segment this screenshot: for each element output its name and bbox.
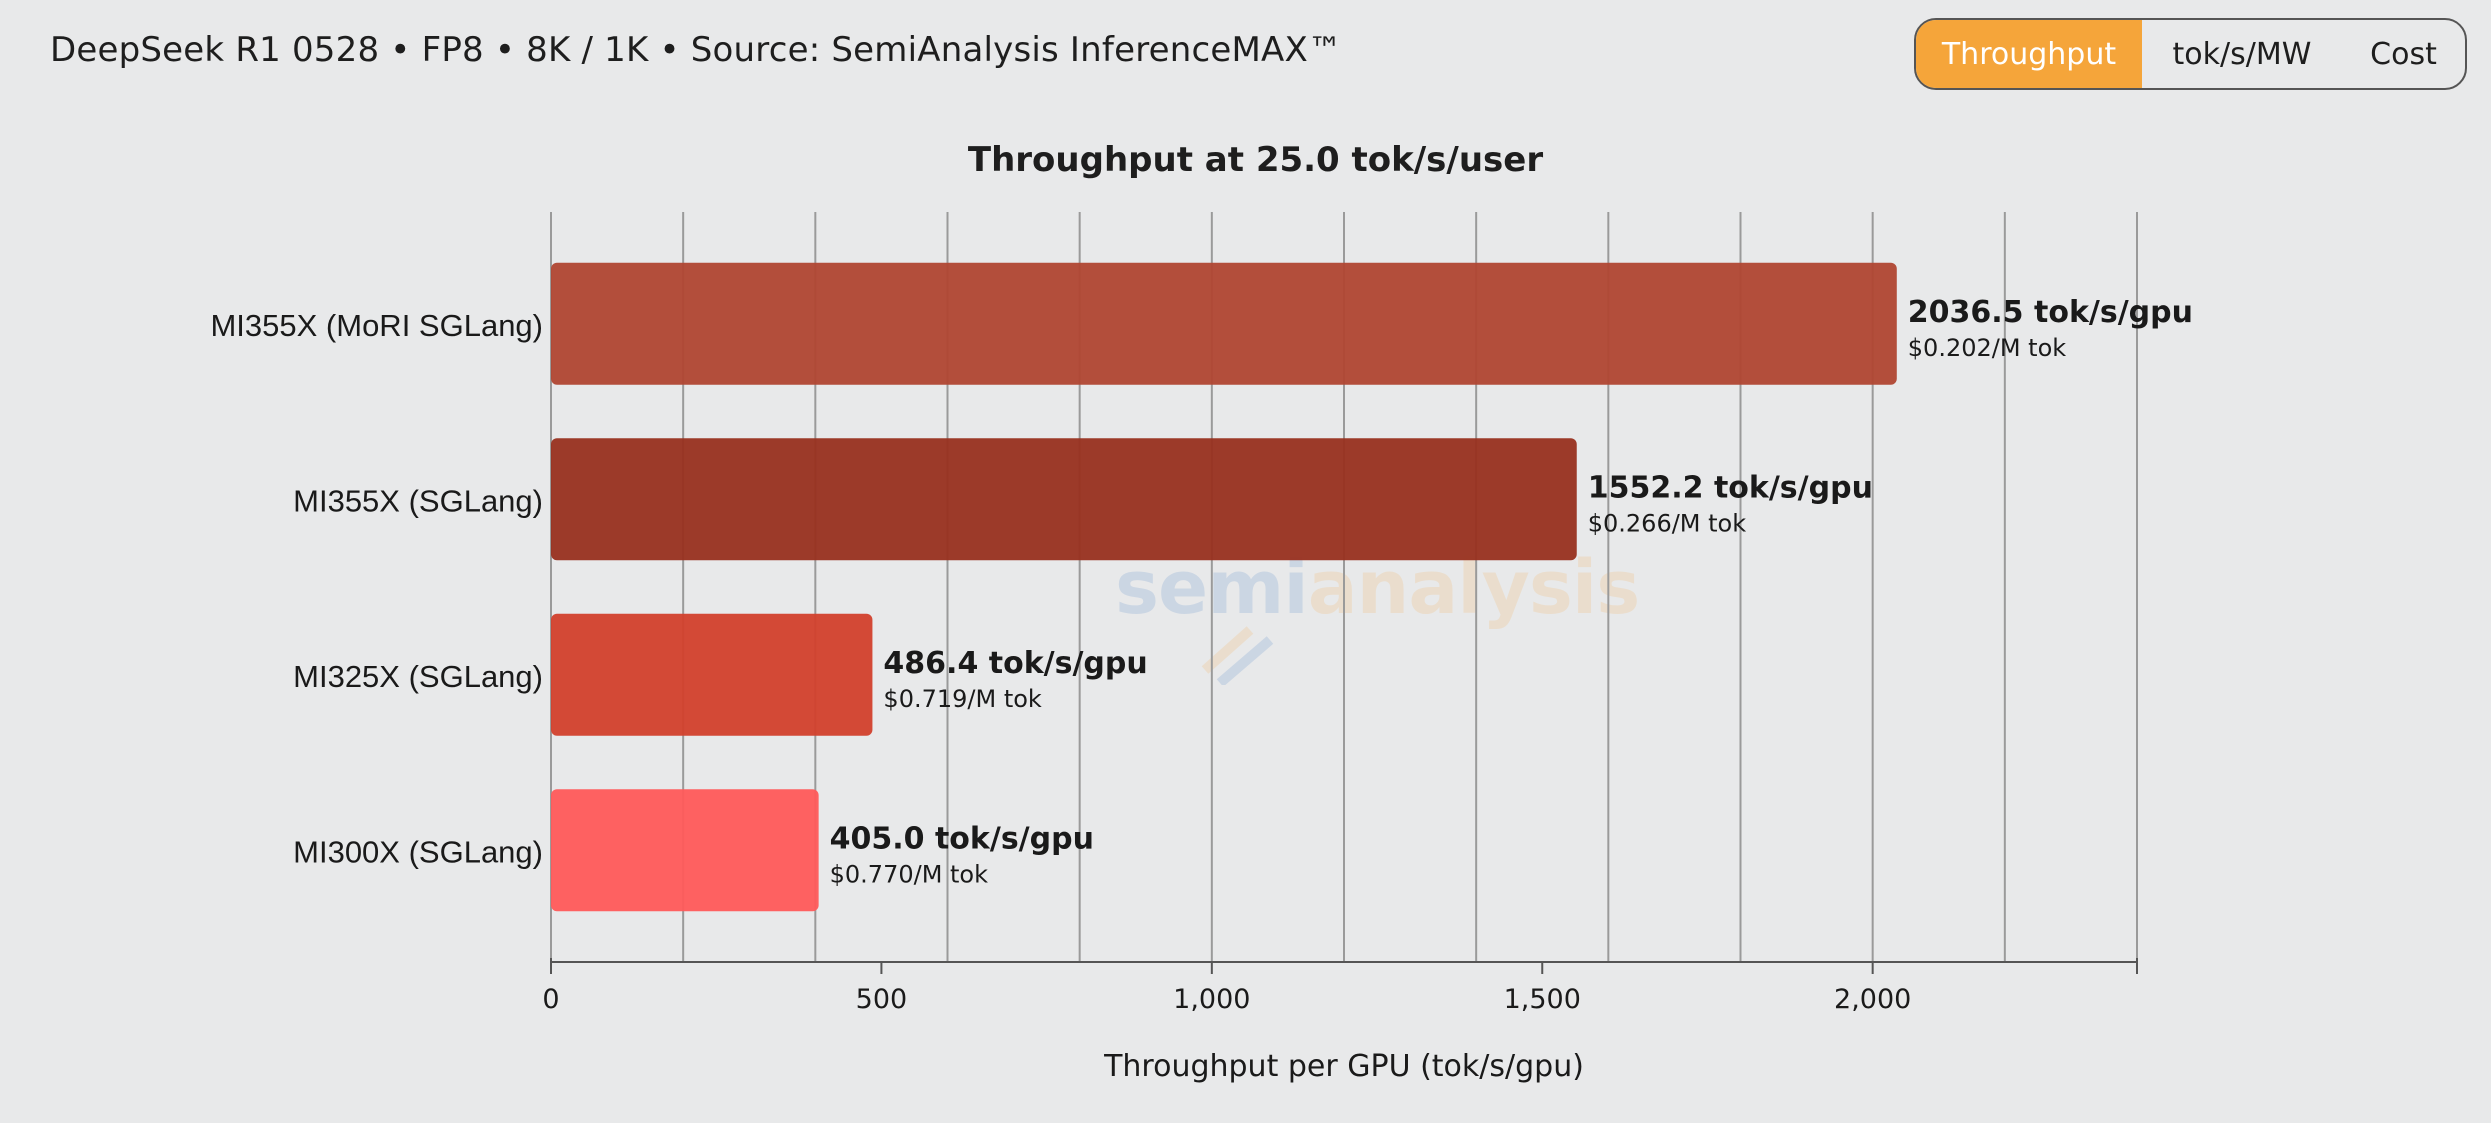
chart-subtitle: DeepSeek R1 0528 • FP8 • 8K / 1K • Sourc… [50, 30, 1343, 70]
cost-tab[interactable]: Cost [2370, 36, 2437, 72]
category-label: MI325X (SGLang) [293, 659, 543, 694]
bars [551, 262, 1897, 912]
cost-label: $0.202/M tok [1908, 334, 2066, 362]
x-tick-label: 2,000 [1834, 984, 1911, 1015]
bar [551, 262, 1897, 385]
bar [551, 613, 873, 736]
value-label: 486.4 tok/s/gpu [883, 646, 1147, 681]
value-label: 2036.5 tok/s/gpu [1908, 295, 2193, 330]
bar [551, 438, 1577, 561]
cost-label: $0.770/M tok [830, 860, 988, 888]
cost-label: $0.719/M tok [883, 685, 1041, 713]
bar [551, 789, 819, 912]
x-tick-label: 1,500 [1504, 984, 1581, 1015]
throughput-tab[interactable]: Throughput [1916, 20, 2142, 88]
category-label: MI355X (MoRI SGLang) [210, 308, 543, 343]
labels: MI355X (MoRI SGLang) 2036.5 tok/s/gpu $0.2… [210, 295, 2193, 889]
x-axis-title: Throughput per GPU (tok/s/gpu) [1103, 1049, 1584, 1084]
value-label: 1552.2 tok/s/gpu [1588, 470, 1873, 505]
metric-toggle: Throughput tok/s/MW Cost [1914, 18, 2467, 90]
category-label: MI300X (SGLang) [293, 834, 543, 869]
x-axis: 0 500 1,000 1,500 2,000 Throughput per GPU (t… [542, 958, 2138, 1084]
tok-per-mw-tab[interactable]: tok/s/MW [2172, 36, 2312, 72]
chart-title: Throughput at 25.0 tok/s/user [967, 140, 1544, 180]
value-label: 405.0 tok/s/gpu [830, 821, 1094, 856]
x-tick-label: 0 [542, 984, 559, 1015]
category-label: MI355X (SGLang) [293, 483, 543, 518]
x-tick-label: 1,000 [1173, 984, 1250, 1015]
cost-label: $0.266/M tok [1588, 509, 1746, 537]
x-tick-label: 500 [856, 984, 908, 1015]
